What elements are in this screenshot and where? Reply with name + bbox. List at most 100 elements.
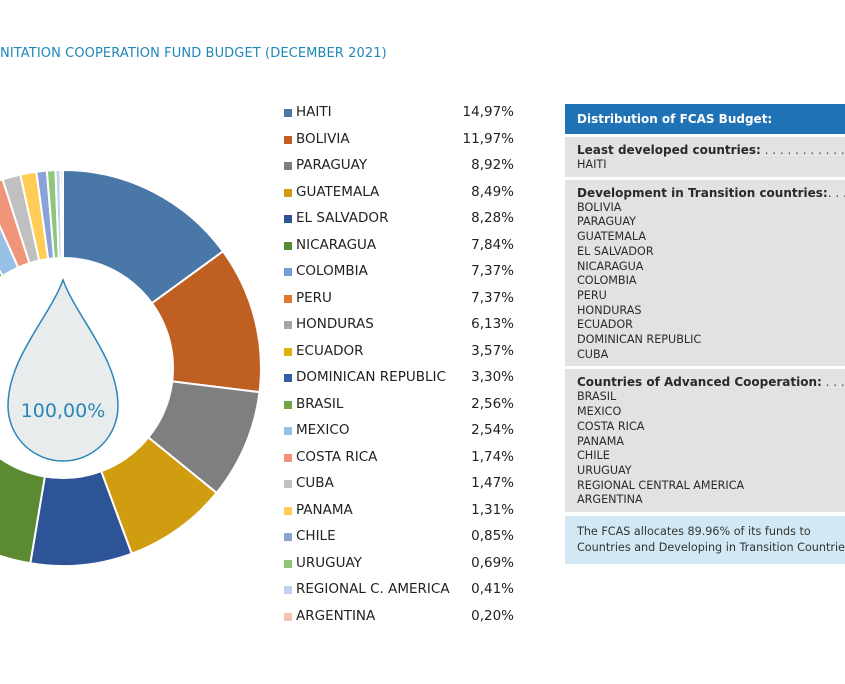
legend-swatch	[284, 109, 292, 117]
group-heading: Countries of Advanced Cooperation:	[577, 375, 822, 390]
legend-item: NICARAGUA 7,84%	[284, 237, 524, 264]
legend-value: 8,49%	[471, 183, 514, 200]
water-drop-icon	[7, 277, 119, 462]
country-item: CUBA	[577, 347, 609, 361]
legend-item: CUBA 1,47%	[284, 475, 524, 502]
country-item: BOLIVIA	[577, 200, 622, 214]
legend-label: GUATEMALA	[296, 183, 380, 200]
legend-value: 1,47%	[471, 475, 514, 491]
legend-item: PANAMA 1,31%	[284, 502, 524, 529]
info-header: Distribution of FCAS Budget:	[565, 104, 845, 134]
group-dots: . . . . . . . . . . . . . .	[764, 143, 845, 157]
legend-value: 3,57%	[471, 342, 514, 359]
legend-label: REGIONAL C. AMERICA	[296, 581, 450, 597]
legend-swatch	[284, 162, 292, 170]
legend-label: CUBA	[296, 475, 334, 491]
legend-item: ARGENTINA 0,20%	[284, 608, 524, 635]
country-item: COSTA RICA	[577, 419, 645, 433]
country-item: HONDURAS	[577, 303, 642, 317]
legend-item: COSTA RICA 1,74%	[284, 449, 524, 476]
legend-swatch	[284, 321, 292, 329]
legend-value: 0,85%	[471, 528, 514, 544]
pie-slice	[0, 456, 46, 565]
legend-value: 6,13%	[471, 316, 514, 332]
advanced-cooperation-group: Countries of Advanced Cooperation: . . .…	[565, 369, 845, 513]
legend-swatch	[284, 612, 292, 621]
legend-swatch	[284, 135, 292, 144]
country-item: PARAGUAY	[577, 215, 636, 229]
legend-swatch	[284, 533, 292, 541]
legend-value: 0,41%	[471, 581, 514, 597]
legend-item: MEXICO 2,54%	[284, 422, 524, 449]
country-item: ECUADOR	[577, 318, 633, 332]
legend-swatch	[284, 559, 292, 568]
page-title: NITATION COOPERATION FUND BUDGET (DECEMB…	[0, 46, 387, 61]
legend-item: HONDURAS 6,13%	[284, 316, 524, 343]
note-line-1: The FCAS allocates 89.96% of its funds t…	[577, 525, 811, 539]
legend-item: HAITI 14,97%	[284, 104, 524, 131]
legend-swatch	[284, 374, 292, 382]
legend-item: DOMINICAN REPUBLIC 3,30%	[284, 369, 524, 396]
legend-value: 7,84%	[471, 236, 514, 253]
legend-item: URUGUAY 0,69%	[284, 555, 524, 582]
legend-value: 14,97%	[462, 104, 514, 120]
legend-item: CHILE 0,85%	[284, 528, 524, 555]
country-item: GUATEMALA	[577, 230, 646, 244]
legend-item: GUATEMALA 8,49%	[284, 184, 524, 211]
country-item: COLOMBIA	[577, 274, 637, 288]
group-heading: Development in Transition countries:	[577, 185, 828, 200]
legend-item: PERU 7,37%	[284, 290, 524, 317]
budget-distribution-panel: Distribution of FCAS Budget: Least devel…	[565, 104, 845, 565]
country-item: BRASIL	[577, 390, 617, 404]
legend-swatch	[284, 453, 292, 462]
country-item: ARGENTINA	[577, 493, 643, 507]
legend-label: NICARAGUA	[296, 236, 377, 253]
legend-swatch	[284, 347, 292, 356]
legend-value: 2,56%	[471, 395, 514, 412]
least-developed-group: Least developed countries: . . . . . . .…	[565, 137, 845, 177]
legend-value: 3,30%	[471, 369, 514, 385]
legend-swatch	[284, 241, 292, 250]
country-item: URUGUAY	[577, 463, 632, 477]
country-item: MEXICO	[577, 405, 622, 419]
legend-label: ECUADOR	[296, 342, 364, 359]
country-item: PERU	[577, 288, 607, 302]
legend-item: COLOMBIA 7,37%	[284, 263, 524, 290]
legend-label: COLOMBIA	[296, 263, 368, 279]
legend-item: BOLIVIA 11,97%	[284, 131, 524, 158]
legend-value: 8,28%	[471, 210, 514, 226]
legend-swatch	[284, 294, 292, 303]
legend-item: ECUADOR 3,57%	[284, 343, 524, 370]
legend-label: URUGUAY	[296, 554, 362, 571]
country-item: NICARAGUA	[577, 259, 644, 273]
legend-value: 0,69%	[471, 554, 514, 571]
legend-label: COSTA RICA	[296, 448, 378, 465]
legend-label: EL SALVADOR	[296, 210, 389, 226]
group-dots: . . . . .	[825, 375, 845, 390]
note-line-2: Countries and Developing in Transition C…	[577, 541, 845, 555]
group-heading: Least developed countries:	[577, 143, 761, 157]
legend-label: CHILE	[296, 528, 336, 544]
legend-label: HONDURAS	[296, 316, 374, 332]
legend-swatch	[284, 427, 292, 435]
legend-value: 1,74%	[471, 448, 514, 465]
legend-item: BRASIL 2,56%	[284, 396, 524, 423]
legend-label: PERU	[296, 289, 332, 306]
legend-swatch	[284, 188, 292, 197]
legend-label: MEXICO	[296, 422, 350, 438]
pie-slice	[59, 168, 64, 260]
legend-swatch	[284, 268, 292, 276]
legend-item: REGIONAL C. AMERICA 0,41%	[284, 581, 524, 608]
legend-value: 8,92%	[471, 157, 514, 173]
legend-swatch	[284, 506, 292, 515]
legend-value: 7,37%	[471, 289, 514, 306]
legend-swatch	[284, 400, 292, 409]
allocation-note: The FCAS allocates 89.96% of its funds t…	[565, 516, 845, 565]
chart-legend: HAITI 14,97% BOLIVIA 11,97% PARAGUAY 8,92% GUA…	[284, 104, 524, 634]
legend-item: PARAGUAY 8,92%	[284, 157, 524, 184]
legend-value: 1,31%	[471, 501, 514, 518]
group-dots: . . . . .	[827, 185, 845, 200]
legend-swatch	[284, 480, 292, 488]
transition-group: Development in Transition countries:. . …	[565, 179, 845, 367]
country-item: REGIONAL CENTRAL AMERICA	[577, 478, 745, 492]
